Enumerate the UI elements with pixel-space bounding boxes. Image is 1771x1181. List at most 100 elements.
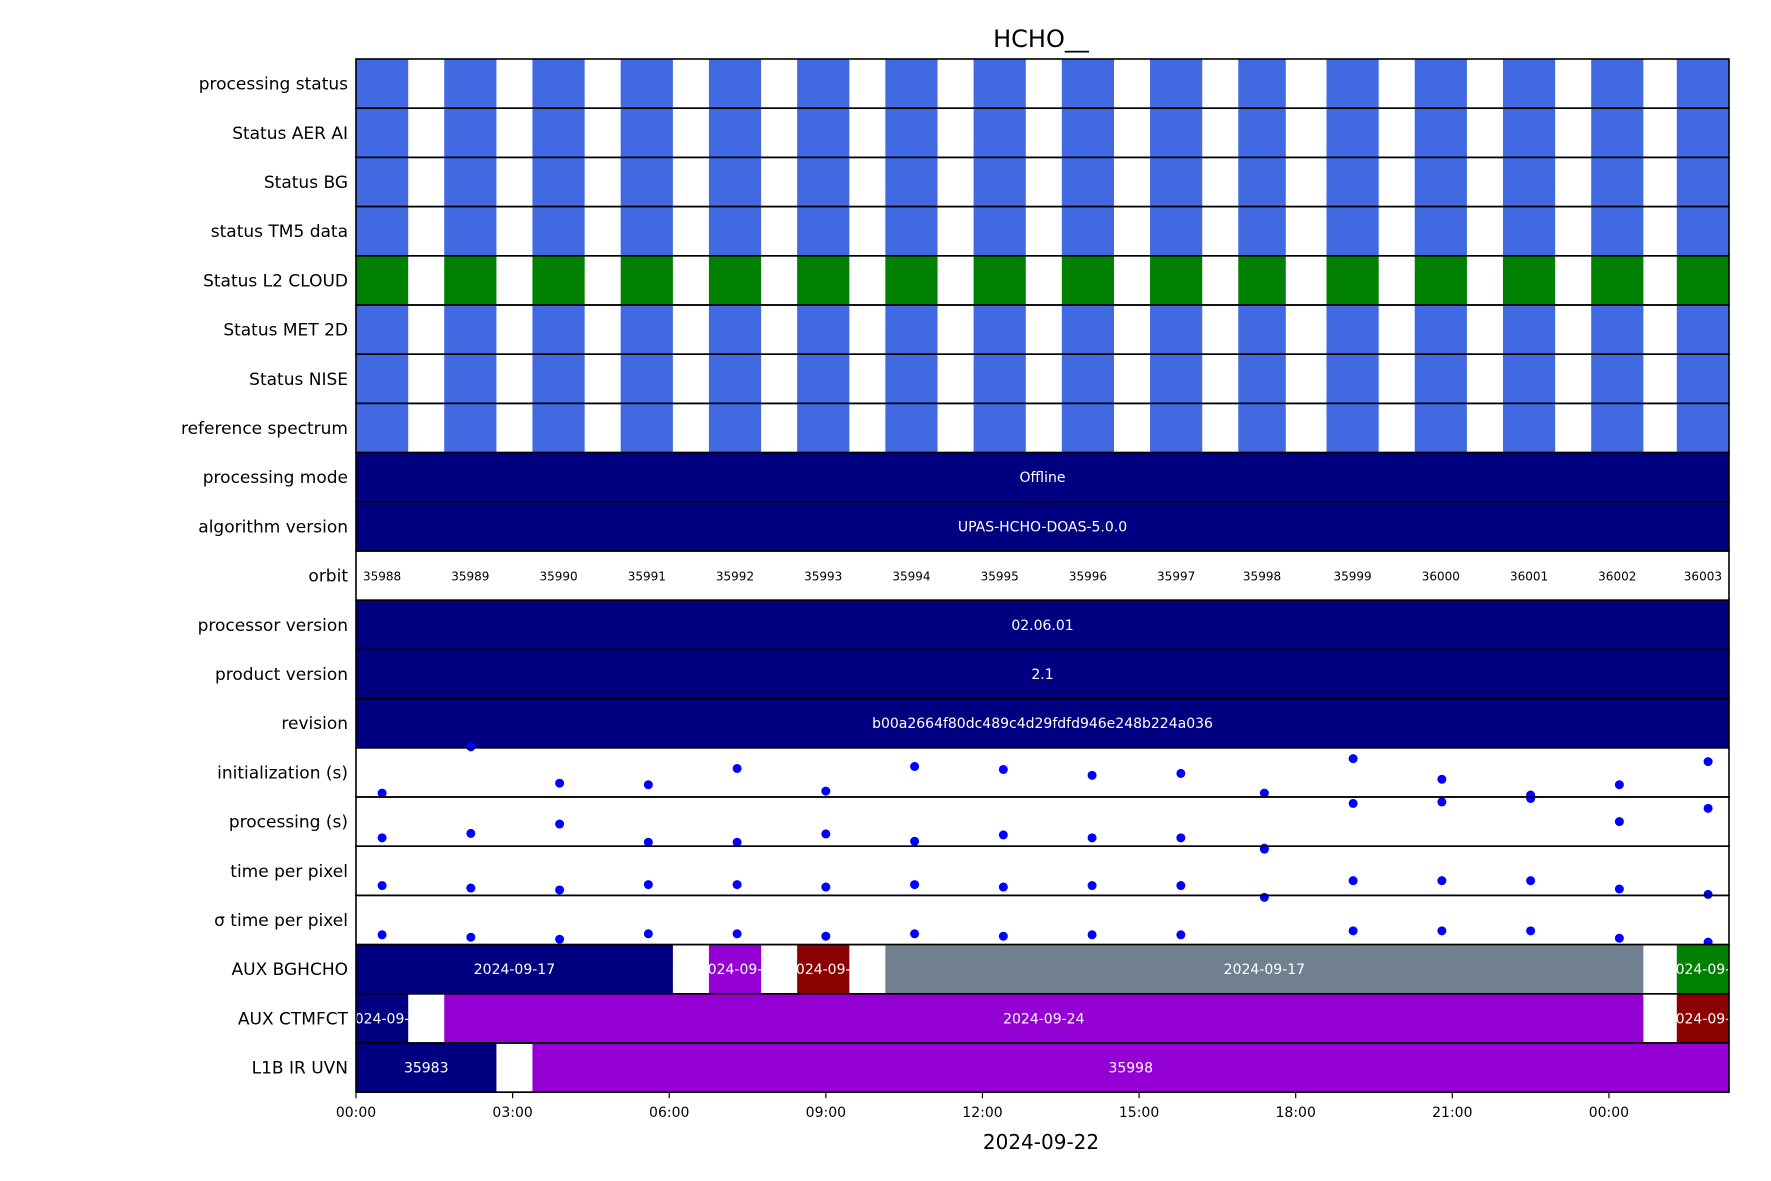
status-bar-35994 — [885, 305, 938, 355]
data-point — [643, 929, 653, 939]
status-bar-35992 — [708, 108, 762, 158]
bar-label: 2024-09-2 — [346, 1011, 418, 1027]
bar-label: 2024-09-1 — [787, 962, 859, 978]
status-bar-36002 — [1591, 305, 1644, 355]
status-bar-36003 — [1676, 403, 1729, 453]
status-bar-35989 — [444, 206, 497, 256]
data-point — [910, 929, 920, 939]
bar-label: 2.1 — [1031, 667, 1053, 683]
row-label-aux-ctmfct: AUX CTMFCT — [238, 1009, 349, 1029]
bar-label: 02.06.01 — [1011, 618, 1073, 634]
status-bar-35991 — [620, 255, 673, 305]
data-point — [1437, 876, 1447, 886]
data-point — [555, 934, 565, 944]
row-label-status-met-2d: Status MET 2D — [223, 321, 348, 341]
data-point — [821, 931, 831, 941]
x-tick-label: 12:00 — [962, 1105, 1002, 1121]
status-bar-35993 — [797, 403, 850, 453]
status-bar-35990 — [532, 157, 585, 207]
bar-label: 2024-09-17 — [1224, 962, 1305, 978]
x-tick-label: 09:00 — [806, 1105, 846, 1121]
row-reference-spectrum: reference spectrum — [181, 402, 1730, 454]
row-time-per-pixel: σ time per pixel — [214, 892, 1730, 947]
bar-label: 35998 — [1108, 1061, 1153, 1077]
status-bar-35997 — [1150, 354, 1203, 404]
bar-label: b00a2664f80dc489c4d29fdfd946e248b224a036 — [872, 716, 1213, 732]
orbit-label-36000: 36000 — [1422, 570, 1460, 584]
orbit-label-35999: 35999 — [1334, 570, 1372, 584]
status-bar-35988 — [356, 255, 409, 305]
data-point — [555, 819, 565, 829]
data-point — [1703, 889, 1713, 899]
row-initialization-s: initialization (s) — [217, 742, 1730, 800]
x-tick-label: 15:00 — [1119, 1105, 1159, 1121]
bar-group: 2.1 — [356, 649, 1729, 699]
x-tick-label: 03:00 — [492, 1105, 532, 1121]
data-point — [643, 837, 653, 847]
data-point — [1614, 933, 1624, 943]
bar-segment — [885, 944, 1644, 994]
row-status-l2-cloud: Status L2 CLOUD — [203, 255, 1730, 306]
status-bar-35992 — [708, 59, 762, 109]
status-bar-35989 — [444, 403, 497, 453]
row-algorithm-version: algorithm version UPAS-HCHO-DOAS-5.0.0 — [198, 500, 1730, 552]
status-bar-36001 — [1502, 305, 1556, 355]
status-bar-35998 — [1238, 403, 1286, 453]
status-bar-35995 — [973, 403, 1026, 453]
data-point — [1703, 803, 1713, 813]
status-bar-35992 — [708, 354, 762, 404]
status-bar-35994 — [885, 108, 938, 158]
data-point — [998, 764, 1008, 774]
status-bar-36000 — [1414, 59, 1467, 109]
status-bar-35988 — [356, 108, 409, 158]
bar-label: 2024-09-1 — [1667, 962, 1739, 978]
status-bar-35998 — [1238, 206, 1286, 256]
row-aux-bghcho: AUX BGHCHO 2024-09-17 2024-09-1 2024-09-1 20… — [232, 943, 1739, 995]
status-bar-35998 — [1238, 354, 1286, 404]
data-point — [1437, 926, 1447, 936]
orbit-label-36001: 36001 — [1510, 570, 1548, 584]
status-bar-35997 — [1150, 206, 1203, 256]
data-point — [1703, 757, 1713, 767]
status-bar-35999 — [1326, 403, 1379, 453]
status-bar-35995 — [973, 157, 1026, 207]
status-bar-35994 — [885, 157, 938, 207]
data-point — [732, 763, 742, 773]
data-point — [643, 880, 653, 890]
status-bar-35994 — [885, 59, 938, 109]
row-label-algorithm-version: algorithm version — [198, 517, 348, 537]
status-bar-36002 — [1591, 354, 1644, 404]
data-point — [732, 929, 742, 939]
data-point — [1526, 793, 1536, 803]
status-bar-35999 — [1326, 305, 1379, 355]
status-bar-36001 — [1502, 206, 1556, 256]
row-label-status-tm5-data: status TM5 data — [211, 222, 348, 242]
bar-segment — [356, 944, 673, 994]
status-bar-35999 — [1326, 255, 1379, 305]
bar-segment — [797, 944, 850, 994]
status-bar-36002 — [1591, 108, 1644, 158]
row-label-aux-bghcho: AUX BGHCHO — [232, 960, 348, 980]
bar-label: 2024-09-2 — [1667, 1011, 1739, 1027]
data-point — [1087, 930, 1097, 940]
data-point — [466, 742, 476, 752]
bar-segment — [532, 1043, 1729, 1093]
status-bar-35992 — [708, 157, 762, 207]
bar-group: 2024-09-17 2024-09-1 2024-09-1 2024-09-17 20… — [356, 944, 1739, 994]
data-point — [1437, 797, 1447, 807]
status-bar-35996 — [1061, 354, 1115, 404]
row-status-aer-ai: Status AER AI — [232, 107, 1730, 159]
bar-segment — [356, 698, 1729, 748]
status-bar-35989 — [444, 157, 497, 207]
status-bar-35989 — [444, 305, 497, 355]
x-axis: 00:00 03:00 06:00 09:00 12:00 15:00 18:00 21:00… — [336, 1091, 1729, 1121]
data-point — [1614, 884, 1624, 894]
data-point — [1348, 926, 1358, 936]
row-status-bg: Status BG — [264, 156, 1730, 208]
row-label-processor-version: processor version — [198, 616, 348, 636]
bar-label: Offline — [1020, 470, 1066, 486]
data-point — [377, 788, 387, 798]
status-bar-35991 — [620, 354, 673, 404]
row-label-product-version: product version — [215, 665, 348, 685]
status-bar-36000 — [1414, 305, 1467, 355]
